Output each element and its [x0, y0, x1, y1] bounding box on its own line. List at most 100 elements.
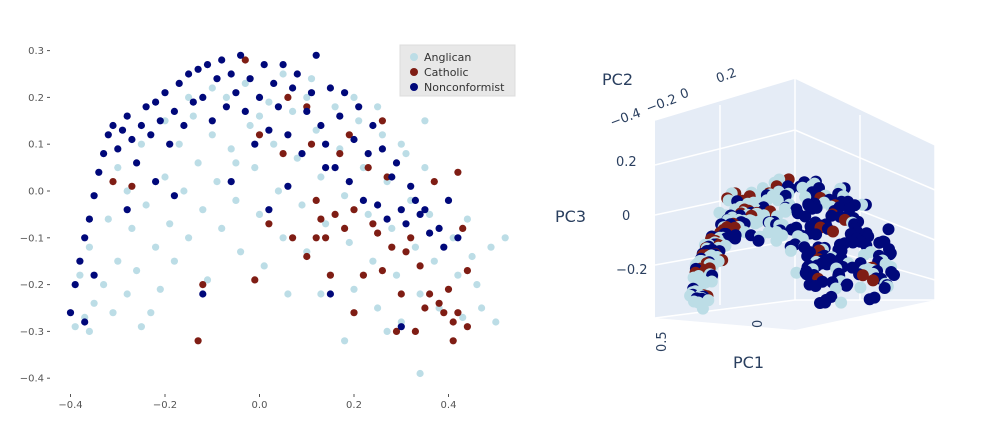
- scatter-point-nonconformist: [388, 173, 396, 181]
- scatter-point-nonconformist: [147, 131, 155, 139]
- scatter-point-nonconformist: [397, 323, 405, 331]
- scatter-point-nonconformist: [364, 150, 372, 158]
- 3d-point-catholic: [827, 225, 839, 238]
- scatter-point-nonconformist: [322, 140, 330, 148]
- scatter-point-anglican: [355, 117, 363, 125]
- scatter-point-nonconformist: [95, 168, 103, 176]
- scatter-point-anglican: [251, 164, 259, 172]
- scatter-point-anglican: [85, 243, 93, 251]
- scatter-point-anglican: [85, 327, 93, 335]
- scatter-point-anglican: [128, 224, 136, 232]
- scatter-point-anglican: [255, 112, 264, 120]
- scatter-point-nonconformist: [317, 121, 325, 130]
- scatter-point-anglican: [331, 103, 339, 111]
- scatter-point-nonconformist: [392, 159, 401, 167]
- scatter-point-nonconformist: [307, 89, 316, 97]
- x-tick-label: 0.0: [252, 400, 268, 411]
- 3d-point-anglican: [790, 266, 803, 279]
- scatter-point-anglican: [185, 93, 193, 101]
- scatter-point-nonconformist: [265, 206, 273, 214]
- x-tick-label: −0.2: [153, 400, 177, 411]
- scatter-point-catholic: [322, 234, 330, 242]
- scatter-point-anglican: [322, 220, 330, 228]
- scatter-point-nonconformist: [402, 220, 410, 228]
- scatter-point-anglican: [166, 220, 174, 228]
- scatter-point-anglican: [317, 173, 325, 181]
- scatter-point-catholic: [341, 224, 349, 232]
- scatter-point-anglican: [265, 98, 273, 106]
- scatter-point-anglican: [411, 243, 419, 251]
- y-tick-label: −0.2: [20, 280, 44, 291]
- scatter-point-catholic: [359, 271, 367, 279]
- legend-label-nonconformist: Nonconformist: [424, 81, 505, 94]
- scatter-point-anglican: [147, 309, 155, 317]
- scatter-point-catholic: [449, 337, 457, 345]
- 3d-point-nonconformist: [840, 279, 853, 292]
- scatter-point-catholic: [388, 243, 396, 251]
- scatter-point-anglican: [71, 323, 79, 331]
- scatter-point-catholic: [331, 210, 339, 218]
- scatter-point-anglican: [279, 70, 287, 78]
- scatter-point-nonconformist: [444, 196, 453, 204]
- y-tick-label: −0.3: [20, 327, 44, 338]
- scatter-point-catholic: [378, 117, 386, 125]
- scatter-point-catholic: [241, 56, 249, 64]
- scatter-point-anglican: [374, 304, 382, 312]
- scatter-point-catholic: [255, 131, 264, 139]
- scatter-point-anglican: [208, 84, 216, 92]
- scatter-point-catholic: [279, 150, 287, 158]
- scatter-point-catholic: [411, 327, 419, 335]
- scatter-point-nonconformist: [66, 309, 75, 317]
- scatter-point-nonconformist: [114, 145, 122, 153]
- scatter-point-anglican: [109, 309, 117, 317]
- pc2-axis-label: PC2: [602, 70, 633, 89]
- scatter-point-catholic: [289, 234, 297, 242]
- scatter-point-nonconformist: [227, 70, 235, 78]
- scatter-point-anglican: [478, 304, 486, 312]
- 3d-point-nonconformist: [799, 210, 812, 223]
- 3d-point-nonconformist: [729, 232, 742, 245]
- scatter-point-catholic: [307, 140, 316, 148]
- scatter-point-nonconformist: [161, 89, 169, 97]
- x-tick-label: 0.4: [441, 400, 457, 411]
- 3d-scatter-points: [684, 173, 900, 315]
- scatter-point-nonconformist: [378, 145, 386, 153]
- scatter-point-anglican: [161, 173, 169, 181]
- scatter-point-catholic: [454, 309, 462, 317]
- scatter-point-nonconformist: [232, 89, 240, 97]
- 3d-point-nonconformist: [882, 223, 895, 236]
- scatter-plot-2d: −0.4 −0.2 0.0 0.2 0.4 −0.4 −0.3 −0.2 −0.1 0.0 0.1…: [20, 44, 516, 411]
- scatter-point-anglican: [175, 140, 183, 148]
- scatter-point-nonconformist: [293, 70, 301, 78]
- scatter-point-anglican: [189, 112, 197, 120]
- scatter-point-nonconformist: [123, 112, 131, 120]
- scatter-point-anglican: [133, 267, 141, 275]
- scatter-point-catholic: [303, 252, 311, 261]
- pc2-tick-label: 0.2: [714, 66, 739, 87]
- scatter-point-catholic: [440, 309, 448, 317]
- scatter-point-anglican: [473, 281, 481, 289]
- scatter-point-catholic: [326, 271, 334, 279]
- scatter-point-catholic: [421, 304, 429, 312]
- scatter-point-anglican: [218, 224, 226, 232]
- scatter-point-nonconformist: [208, 117, 216, 125]
- pc3-tick-label: −0.2: [616, 263, 648, 278]
- scene-gridline: [654, 129, 796, 166]
- scatter-point-nonconformist: [374, 201, 382, 209]
- scatter-point-anglican: [463, 215, 471, 223]
- scatter-point-anglican: [364, 210, 372, 218]
- scatter-point-nonconformist: [90, 271, 98, 279]
- scatter-point-catholic: [454, 168, 462, 176]
- 3d-point-catholic: [867, 274, 879, 287]
- scatter-point-anglican: [388, 224, 396, 232]
- scatter-point-nonconformist: [331, 164, 339, 172]
- scatter-point-anglican: [421, 117, 429, 125]
- scatter-point-anglican: [241, 79, 249, 87]
- scatter-point-anglican: [104, 215, 112, 223]
- scatter-point-nonconformist: [137, 121, 145, 130]
- pc1-tick-label: 0.5: [655, 331, 670, 352]
- scatter-point-nonconformist: [355, 103, 363, 111]
- scatter-point-nonconformist: [426, 229, 434, 237]
- 3d-point-anglican: [796, 181, 809, 194]
